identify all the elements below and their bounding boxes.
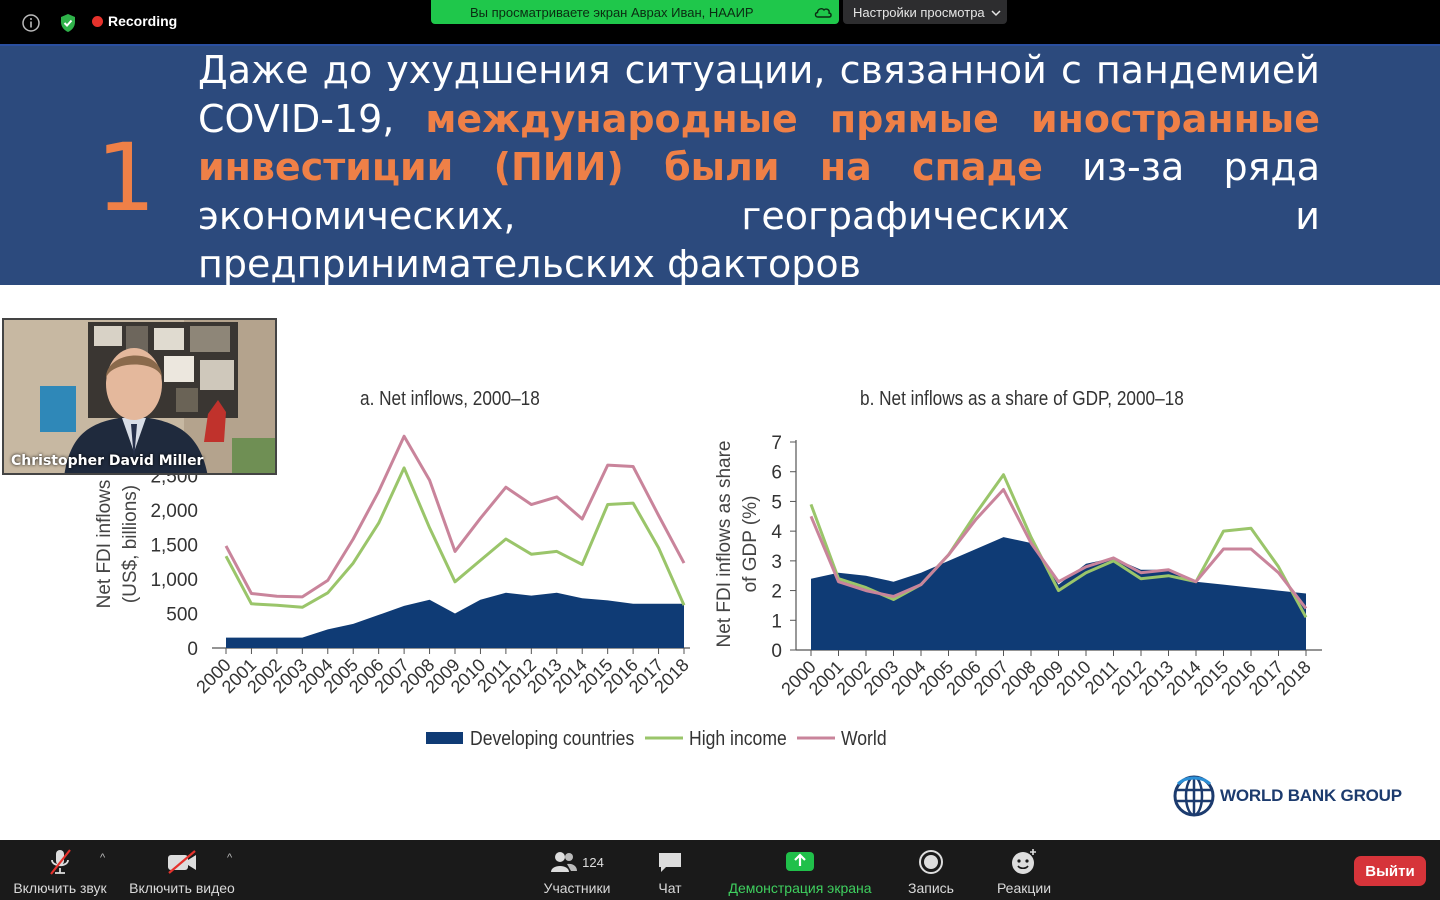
y-tick-label: 500 bbox=[166, 605, 198, 626]
start-video-button[interactable]: Включить видео bbox=[124, 840, 240, 900]
series-area-developing-countries bbox=[811, 537, 1306, 650]
unmute-label: Включить звук bbox=[13, 880, 107, 896]
chart-a-title: a. Net inflows, 2000–18 bbox=[360, 388, 540, 410]
chart-legend: Developing countries High income World bbox=[426, 727, 887, 749]
y-axis-title: (US$, billions) bbox=[120, 485, 141, 603]
y-axis-title: Net FDI inflows bbox=[94, 480, 115, 609]
participant-video-image bbox=[4, 320, 275, 473]
y-tick-label: 7 bbox=[771, 433, 782, 454]
heading-highlight: международные прямые иностранные инвести… bbox=[198, 96, 1320, 190]
chart-a-plot: 05001,0001,5002,0002,5002000200120022003… bbox=[94, 434, 693, 697]
record-button[interactable]: Запись bbox=[900, 840, 962, 900]
screen-share-banner: Вы просматриваете экран Авраx Иван, НААИ… bbox=[431, 0, 839, 24]
bottom-toolbar: Включить звук ^ Включить видео ^ 124 Уча… bbox=[0, 840, 1440, 900]
y-tick-label: 6 bbox=[771, 463, 782, 484]
series-line-high-income bbox=[809, 473, 1308, 619]
y-tick-label: 3 bbox=[771, 552, 782, 573]
chart-b-plot: 0123456720002001200220032004200520062007… bbox=[714, 433, 1322, 699]
y-tick-label: 1,500 bbox=[150, 536, 198, 557]
share-screen-arrow-icon bbox=[785, 846, 815, 878]
participants-icon: 124 bbox=[550, 846, 604, 878]
info-icon[interactable] bbox=[20, 12, 42, 34]
unmute-button[interactable]: Включить звук bbox=[10, 840, 110, 900]
world-bank-logo: WORLD BANK GROUP bbox=[1172, 774, 1402, 818]
participant-video-tile[interactable]: Christopher David Miller bbox=[2, 318, 277, 475]
globe-icon bbox=[1173, 775, 1215, 817]
reactions-button[interactable]: Реакции bbox=[992, 840, 1056, 900]
chat-label: Чат bbox=[658, 880, 682, 896]
start-video-label: Включить видео bbox=[129, 880, 235, 896]
audio-options-chevron-up-icon[interactable]: ^ bbox=[100, 852, 106, 864]
slide-header: 1 Даже до ухудшения ситуации, связанной … bbox=[0, 44, 1440, 286]
charts-svg: 05001,0001,5002,0002,5002000200120022003… bbox=[94, 433, 1322, 749]
top-bar: Recording Вы просматриваете экран Авраx … bbox=[0, 0, 1440, 44]
legend-label: Developing countries bbox=[470, 727, 634, 749]
series-line-world bbox=[809, 488, 1308, 610]
chat-button[interactable]: Чат bbox=[645, 840, 695, 900]
record-icon bbox=[918, 846, 944, 878]
participants-count: 124 bbox=[582, 854, 604, 870]
legend-label: High income bbox=[689, 727, 787, 749]
share-screen-button[interactable]: Демонстрация экрана bbox=[722, 840, 878, 900]
y-tick-label: 4 bbox=[771, 522, 782, 543]
video-options-chevron-up-icon[interactable]: ^ bbox=[227, 852, 233, 864]
heading-part-3: из-за ряда экономических, географических… bbox=[198, 145, 1320, 286]
chat-bubble-icon bbox=[657, 846, 683, 878]
share-banner-text: Вы просматриваете экран Авраx Иван, НААИ… bbox=[470, 4, 754, 20]
shared-slide: 1 Даже до ухудшения ситуации, связанной … bbox=[0, 44, 1440, 840]
y-axis-title: of GDP (%) bbox=[740, 496, 761, 593]
y-tick-label: 0 bbox=[771, 641, 782, 662]
series-area-developing-countries bbox=[226, 592, 684, 648]
legend-swatch-developing-countries bbox=[426, 732, 463, 744]
encryption-shield-icon[interactable] bbox=[57, 12, 79, 34]
participants-label: Участники bbox=[543, 880, 611, 896]
recording-dot-icon bbox=[92, 15, 103, 27]
view-options-label: Настройки просмотра bbox=[853, 4, 985, 20]
participants-button[interactable]: 124 Участники bbox=[536, 840, 618, 900]
slide-heading: Даже до ухудшения ситуации, связанной с … bbox=[198, 46, 1320, 289]
record-label: Запись bbox=[908, 880, 954, 896]
series-line-world bbox=[224, 434, 686, 599]
y-tick-label: 1,000 bbox=[150, 570, 198, 591]
legend-label: World bbox=[841, 727, 887, 749]
y-tick-label: 5 bbox=[771, 492, 782, 513]
cloud-icon bbox=[813, 4, 833, 23]
y-tick-label: 2,000 bbox=[150, 501, 198, 522]
reactions-label: Реакции bbox=[996, 880, 1052, 896]
chart-b-title: b. Net inflows as a share of GDP, 2000–1… bbox=[860, 388, 1184, 410]
world-bank-text: WORLD BANK GROUP bbox=[1220, 786, 1402, 805]
view-options-dropdown[interactable]: Настройки просмотра bbox=[843, 0, 1007, 24]
recording-label: Recording bbox=[108, 13, 178, 29]
share-screen-label: Демонстрация экрана bbox=[728, 880, 872, 896]
participant-name: Christopher David Miller bbox=[11, 453, 204, 469]
chevron-down-icon bbox=[991, 5, 1001, 20]
leave-meeting-button[interactable]: Выйти bbox=[1354, 856, 1426, 886]
heading-part-1: Даже до ухудшения ситуации, связанной с … bbox=[198, 48, 1320, 141]
recording-indicator[interactable]: Recording bbox=[92, 13, 177, 29]
muted-mic-icon bbox=[47, 846, 73, 878]
reactions-smiley-icon bbox=[1010, 846, 1038, 878]
slide-number: 1 bbox=[96, 124, 156, 233]
y-tick-label: 1 bbox=[771, 611, 782, 632]
video-off-icon bbox=[166, 846, 198, 878]
y-tick-label: 2 bbox=[771, 582, 782, 603]
series-line-high-income bbox=[224, 466, 686, 609]
y-tick-label: 0 bbox=[187, 639, 198, 660]
y-axis-title: Net FDI inflows as share bbox=[714, 441, 735, 648]
